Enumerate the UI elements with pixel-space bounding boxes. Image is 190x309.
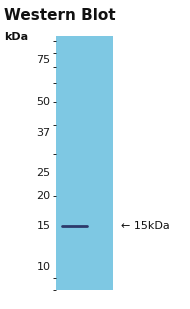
Text: ← 15kDa: ← 15kDa [121,221,169,231]
Text: 50: 50 [36,97,50,107]
Text: Western Blot: Western Blot [4,8,115,23]
Text: 20: 20 [36,191,50,201]
Text: 10: 10 [36,262,50,273]
Text: 25: 25 [36,168,50,178]
Text: 37: 37 [36,128,50,138]
Text: kDa: kDa [4,32,28,42]
Text: 15: 15 [36,221,50,231]
Text: 75: 75 [36,55,50,65]
